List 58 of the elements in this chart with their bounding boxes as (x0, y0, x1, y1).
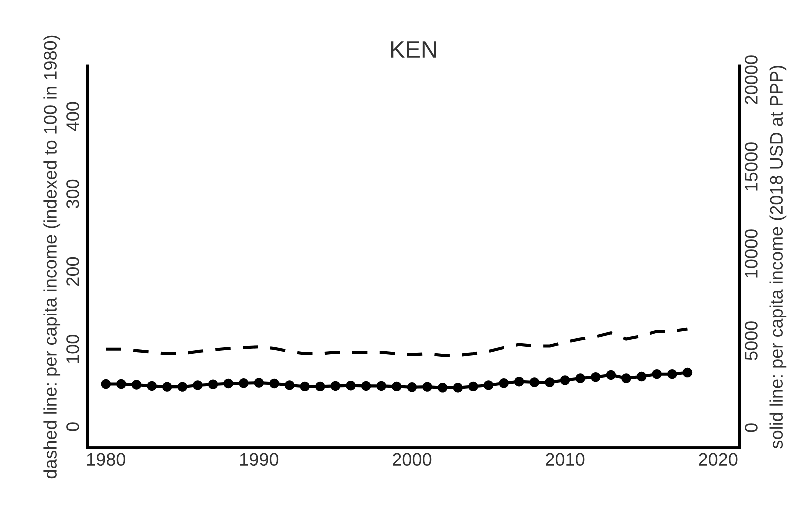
point (316, 382, 326, 392)
point (361, 381, 372, 392)
point (576, 374, 586, 384)
y2-axis-title: solid line: per capita income (2018 USD at PPP) (770, 66, 787, 449)
point (239, 378, 249, 388)
y-tick-label: 200 (66, 257, 80, 286)
point (330, 381, 341, 392)
point (162, 382, 172, 392)
chart-title: KEN (391, 42, 436, 58)
point (453, 383, 464, 393)
point (224, 378, 234, 389)
point (622, 374, 632, 384)
point (346, 380, 356, 391)
point (101, 379, 112, 390)
point (682, 368, 693, 378)
y2-tick-label: 0 (745, 424, 758, 432)
point (208, 380, 218, 390)
point (591, 372, 601, 382)
y-tick-label: 100 (66, 335, 80, 364)
point (407, 382, 418, 392)
point (484, 380, 494, 390)
point (422, 382, 432, 392)
point (376, 381, 386, 392)
point (178, 382, 188, 392)
point (270, 378, 280, 389)
y2-tick-label: 10000 (745, 230, 758, 278)
y-tick-label: 400 (66, 102, 80, 132)
x-tick-label: 2010 (546, 453, 585, 466)
line-series (104, 328, 690, 358)
point (636, 372, 647, 382)
y-tick-label: 300 (66, 180, 80, 209)
y-tick-label: 0 (66, 422, 80, 432)
x-tick-label: 2000 (393, 453, 432, 466)
point (392, 382, 402, 392)
x-tick-label: 1990 (240, 453, 279, 466)
y-axis-title: dashed line: per capita income (indexed to 100 in 1980) (44, 36, 61, 479)
x-tick-label: 2020 (699, 453, 738, 466)
point (668, 369, 678, 380)
point (560, 376, 570, 386)
y2-tick-label: 15000 (745, 142, 758, 191)
point (530, 378, 540, 388)
point (193, 380, 203, 390)
point (468, 382, 478, 392)
y2-tick-label: 20000 (745, 56, 758, 104)
point (438, 383, 448, 393)
point (499, 378, 509, 388)
y2-tick-label: 5000 (745, 322, 758, 360)
point (606, 370, 616, 380)
point (514, 376, 524, 387)
point (545, 378, 555, 388)
point (300, 382, 310, 392)
point (254, 378, 264, 388)
point (147, 381, 157, 392)
x-tick-label: 1980 (87, 453, 126, 466)
point (652, 369, 662, 380)
point (132, 380, 142, 390)
point (116, 379, 126, 390)
point (284, 380, 295, 390)
